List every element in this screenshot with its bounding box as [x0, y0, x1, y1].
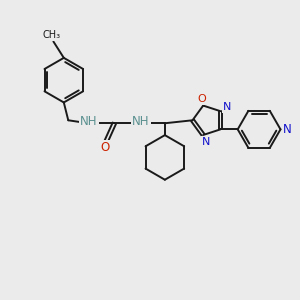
Text: O: O [100, 141, 109, 154]
Text: N: N [283, 123, 291, 136]
Text: N: N [223, 102, 231, 112]
Text: NH: NH [80, 115, 98, 128]
Text: O: O [197, 94, 206, 104]
Text: NH: NH [132, 115, 150, 128]
Text: CH₃: CH₃ [43, 30, 61, 40]
Text: N: N [202, 136, 210, 146]
